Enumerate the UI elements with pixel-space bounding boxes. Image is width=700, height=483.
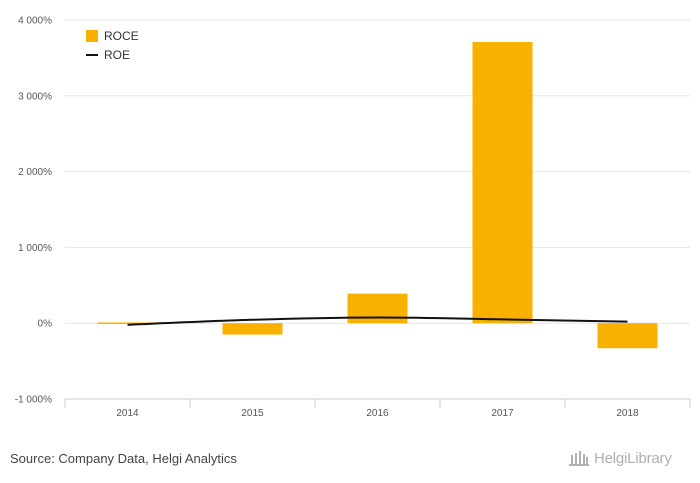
x-tick-label: 2017 bbox=[491, 408, 514, 419]
y-tick-label: 4 000% bbox=[18, 16, 52, 27]
x-tick-label: 2016 bbox=[366, 408, 389, 419]
source-note: Source: Company Data, Helgi Analytics bbox=[10, 451, 237, 466]
chart-svg: -1 000%0%1 000%2 000%3 000%4 000% 2014 20… bbox=[15, 16, 691, 419]
legend-label-roce: ROCE bbox=[104, 29, 139, 43]
roce-bar[interactable] bbox=[97, 322, 158, 324]
x-tick-label: 2014 bbox=[116, 408, 139, 419]
x-axis: 2014 2015 2016 2017 2018 bbox=[64, 398, 691, 419]
gridlines bbox=[65, 19, 690, 324]
roce-bar[interactable] bbox=[347, 293, 408, 324]
y-tick-label: 2 000% bbox=[18, 167, 52, 178]
helgi-library-logo[interactable]: HelgiLibrary bbox=[568, 449, 672, 467]
x-tick-label: 2018 bbox=[616, 408, 639, 419]
roe-line[interactable] bbox=[127, 316, 628, 326]
x-tick-label: 2015 bbox=[241, 408, 264, 419]
roce-bar[interactable] bbox=[222, 323, 283, 335]
logo-text: HelgiLibrary bbox=[594, 449, 672, 467]
y-tick-label: 3 000% bbox=[18, 91, 52, 102]
legend-label-roe: ROE bbox=[104, 48, 130, 62]
legend: ROCE ROE bbox=[86, 29, 139, 62]
y-tick-label: 0% bbox=[38, 319, 53, 330]
legend-swatch-roce bbox=[86, 30, 98, 42]
y-tick-label: 1 000% bbox=[18, 243, 52, 254]
y-tick-label: -1 000% bbox=[15, 395, 52, 406]
roce-bars bbox=[97, 41, 658, 349]
y-axis-ticks: -1 000% 0% 1 000% 2 000% 3 000% 4 000% bbox=[15, 16, 52, 406]
roce-bar[interactable] bbox=[472, 41, 533, 324]
library-building-icon bbox=[569, 451, 589, 466]
roce-bar[interactable] bbox=[597, 323, 658, 349]
roe-line-layer bbox=[127, 316, 628, 326]
